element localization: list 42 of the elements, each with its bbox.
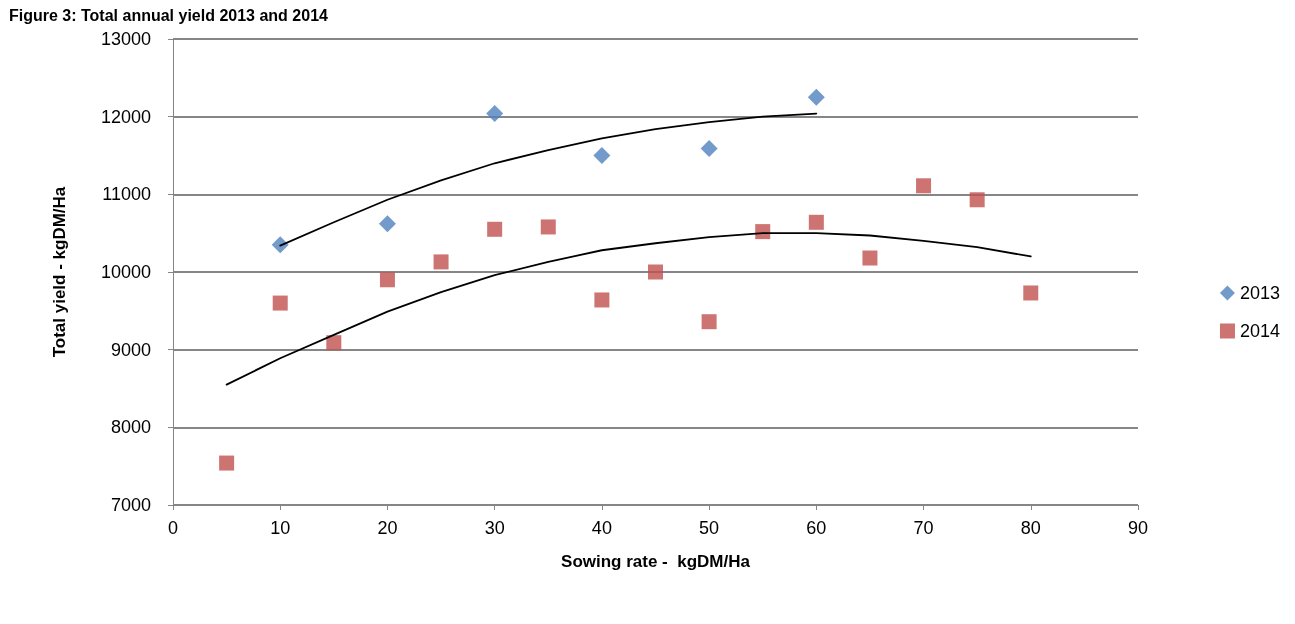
y-tick-label: 10000	[100, 262, 151, 282]
point	[433, 254, 449, 270]
y-tick-label: 8000	[110, 417, 151, 438]
point	[487, 221, 503, 237]
y-tick-label: 13000	[100, 29, 151, 49]
x-tick-label: 70	[913, 518, 934, 538]
legend-label: 2014	[1239, 321, 1280, 341]
x-tick-label: 40	[591, 518, 612, 538]
x-tick-label: 20	[377, 518, 398, 538]
x-tick-label: 10	[270, 518, 291, 538]
x-tick-label: 90	[1127, 518, 1149, 538]
y-axis-title: Total yield - kgDM/Ha	[50, 186, 69, 358]
x-tick-label: 50	[699, 518, 720, 538]
point	[808, 214, 824, 230]
point	[700, 140, 718, 158]
point	[272, 295, 288, 311]
point	[594, 292, 610, 308]
x-axis-title: Sowing rate - kgDM/Ha	[561, 552, 751, 571]
point	[219, 455, 235, 471]
x-tick-label: 80	[1020, 518, 1041, 538]
point	[326, 335, 342, 351]
point	[862, 250, 878, 266]
x-tick-label: 60	[806, 518, 827, 538]
x-tick-label: 30	[484, 518, 505, 538]
point	[701, 314, 717, 330]
point	[593, 147, 611, 164]
point	[379, 272, 395, 288]
point	[378, 215, 396, 233]
point	[807, 88, 825, 106]
chart-title: Figure 3: Total annual yield 2013 and 2014	[9, 6, 329, 24]
point	[540, 219, 556, 235]
point	[648, 264, 663, 280]
y-tick-label: 11000	[102, 184, 151, 205]
y-tick-label: 7000	[110, 495, 151, 515]
point	[486, 105, 504, 123]
x-tick-label: 0	[167, 518, 179, 538]
y-tick-label: 9000	[110, 339, 151, 360]
point	[916, 178, 932, 194]
y-tick-label: 12000	[100, 106, 151, 127]
point	[969, 192, 985, 208]
point	[1023, 285, 1039, 301]
legend-label: 2013	[1239, 283, 1280, 303]
